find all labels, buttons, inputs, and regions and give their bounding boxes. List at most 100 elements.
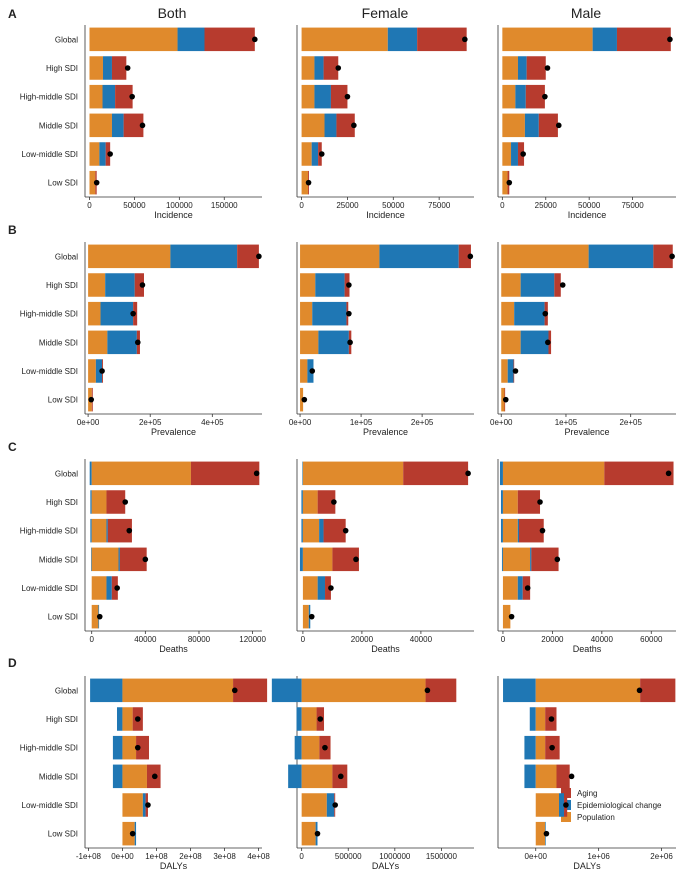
total-point-d-both-high-sdi	[134, 716, 141, 722]
bar-b-both-low-middle-sdi-epidemiological-change	[95, 359, 103, 383]
total-point-a-female-global	[462, 36, 468, 43]
total-point-b-male-global	[669, 253, 675, 260]
total-point-b-male-high-sdi	[559, 282, 566, 288]
x-axis-title-a-both: Incidence	[154, 210, 193, 220]
bar-d-male-high-sdi-population	[535, 707, 546, 731]
total-point-d-female-high-sdi	[317, 716, 324, 722]
bar-b-both-high-sdi-aging	[134, 273, 144, 297]
bar-d-both-global-population	[122, 678, 234, 703]
tick-label-d-female-1000000: 1000000	[379, 852, 411, 861]
x-axis-title-b-male: Prevalence	[564, 427, 609, 437]
total-point-c-female-global	[465, 470, 471, 477]
total-point-d-male-middle-sdi	[568, 773, 575, 780]
category-label-high-sdi-a: High SDI	[46, 64, 78, 73]
bar-d-male-low-middle-sdi-epidemiological-change-pos	[559, 793, 565, 817]
bar-b-female-middle-sdi-epidemiological-change	[318, 330, 349, 355]
tick-label-d-female-0: 0	[299, 852, 304, 861]
bar-d-male-low-sdi-population	[535, 821, 546, 846]
bar-a-both-high-middle-sdi-epidemiological-change	[102, 84, 116, 109]
total-point-b-both-low-sdi	[88, 396, 95, 403]
bar-b-both-middle-sdi-population	[88, 330, 108, 355]
bar-c-both-middle-sdi-population	[91, 547, 119, 572]
bar-a-female-low-middle-sdi-population	[301, 142, 312, 166]
bar-d-female-global-epidemiological-change	[271, 678, 302, 703]
bar-d-female-middle-sdi-epidemiological-change	[288, 764, 302, 789]
bar-b-both-global-population	[88, 244, 171, 269]
total-point-c-both-middle-sdi	[142, 556, 149, 563]
tick-label-c-both-0: 0	[89, 635, 94, 644]
category-label-middle-sdi-c: Middle SDI	[39, 555, 78, 564]
panel-label-b: B	[8, 223, 17, 237]
tick-label-d-both-4e-08: 4e+08	[247, 852, 270, 861]
panel-label-c: C	[8, 440, 17, 454]
total-point-a-male-global	[667, 36, 673, 43]
bar-c-female-high-middle-sdi-epidemiological-change	[319, 518, 324, 543]
x-axis-title-b-female: Prevalence	[363, 427, 408, 437]
bar-b-male-low-middle-sdi-epidemiological-change	[507, 359, 514, 383]
total-point-d-male-global	[636, 687, 643, 694]
bar-b-male-high-sdi-population	[501, 273, 521, 297]
bar-c-female-low-middle-sdi-epidemiological-change	[317, 576, 326, 600]
bar-c-male-low-middle-sdi-population	[502, 576, 518, 600]
tick-label-d-female-1500000: 1500000	[426, 852, 458, 861]
column-header-male: Male	[571, 5, 602, 21]
bar-c-female-high-sdi-population	[302, 490, 318, 514]
bar-d-female-low-sdi-population	[301, 821, 316, 846]
x-axis-title-a-male: Incidence	[568, 210, 607, 220]
legend-label-epidemiological: Epidemiological change	[577, 801, 662, 810]
bar-a-male-high-sdi-aging	[526, 56, 546, 80]
bar-a-male-global-epidemiological-change	[592, 27, 617, 52]
x-axis-title-c-female: Deaths	[371, 644, 400, 654]
bar-c-male-high-sdi-population	[502, 490, 518, 514]
bar-b-both-middle-sdi-epidemiological-change	[107, 330, 137, 355]
category-label-high-middle-sdi-a: High-middle SDI	[20, 93, 78, 102]
bar-a-female-high-sdi-aging	[323, 56, 339, 80]
bar-a-both-global-population	[89, 27, 178, 52]
bar-b-both-global-aging	[237, 244, 259, 269]
total-point-c-male-low-sdi	[508, 613, 515, 620]
total-point-c-male-high-sdi	[537, 499, 543, 505]
bar-b-female-high-sdi-population	[300, 273, 316, 297]
total-point-d-both-middle-sdi	[151, 773, 158, 780]
total-point-a-male-high-sdi	[544, 65, 551, 71]
total-point-a-male-low-sdi	[506, 179, 513, 186]
category-label-low-sdi-d: Low SDI	[48, 830, 78, 839]
bar-b-male-middle-sdi-epidemiological-change	[520, 330, 549, 355]
bar-c-male-middle-sdi-aging	[531, 547, 559, 572]
tick-label-d-both-1e-08: -1e+08	[76, 852, 102, 861]
bar-c-male-high-middle-sdi-population	[502, 518, 518, 543]
total-point-a-both-low-sdi	[93, 179, 100, 186]
total-point-c-female-high-sdi	[331, 499, 337, 505]
bar-b-both-high-sdi-epidemiological-change	[105, 273, 135, 297]
bar-c-both-low-middle-sdi-epidemiological-change	[106, 576, 112, 600]
bar-a-female-global-population	[301, 27, 388, 52]
bar-c-female-global-population	[302, 461, 404, 486]
bar-c-male-high-sdi-aging	[517, 490, 541, 514]
panel-label-d: D	[8, 656, 17, 670]
tick-label-c-male-60000: 60000	[640, 635, 663, 644]
bar-c-female-high-sdi-epidemiological-change-neg	[301, 490, 303, 514]
bar-b-both-low-middle-sdi-population	[88, 359, 96, 383]
category-label-global-a: Global	[55, 35, 78, 44]
bar-c-both-low-sdi-population	[91, 604, 99, 629]
bar-a-both-high-sdi-epidemiological-change	[102, 56, 112, 80]
bar-a-both-high-sdi-population	[89, 56, 103, 80]
tick-label-c-both-80000: 80000	[188, 635, 211, 644]
bar-a-both-high-middle-sdi-population	[89, 84, 103, 109]
bar-c-male-middle-sdi-epidemiological-change-neg	[501, 547, 503, 572]
bar-b-both-high-middle-sdi-epidemiological-change	[100, 301, 134, 326]
bar-c-female-high-middle-sdi-epidemiological-change-neg	[301, 518, 303, 543]
bar-d-male-global-epidemiological-change	[503, 678, 536, 703]
tick-label-c-male-0: 0	[501, 635, 506, 644]
bar-a-male-middle-sdi-population	[502, 113, 525, 138]
bar-d-both-low-sdi-population	[122, 821, 135, 846]
x-axis-title-b-both: Prevalence	[151, 427, 196, 437]
tick-label-c-both-40000: 40000	[134, 635, 157, 644]
total-point-a-female-middle-sdi	[351, 122, 357, 129]
bar-a-male-high-middle-sdi-epidemiological-change	[515, 84, 526, 109]
bar-a-female-middle-sdi-epidemiological-change	[324, 113, 337, 138]
bar-c-both-global-population	[91, 461, 191, 486]
total-point-d-male-high-middle-sdi	[549, 744, 555, 751]
tick-label-d-male-1e-06: 1e+06	[587, 852, 610, 861]
bar-c-male-high-sdi-epidemiological-change-neg	[500, 490, 503, 514]
